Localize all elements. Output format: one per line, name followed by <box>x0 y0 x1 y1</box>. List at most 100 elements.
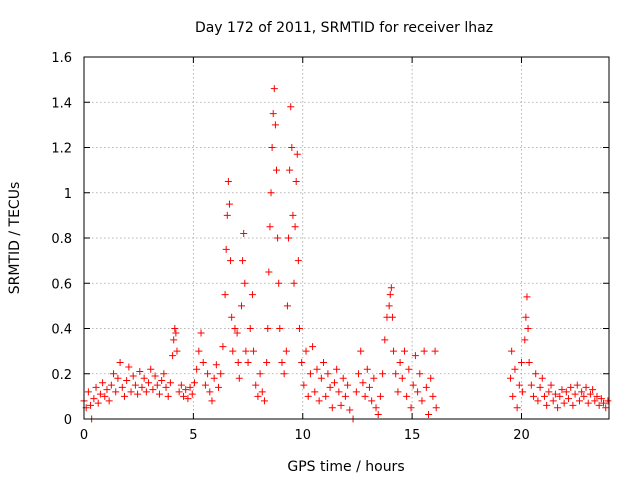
data-point <box>398 374 406 382</box>
data-point <box>252 381 260 389</box>
data-point <box>302 347 310 355</box>
data-point <box>558 386 566 394</box>
data-point <box>271 121 279 129</box>
data-point <box>578 388 586 396</box>
data-point <box>313 365 321 373</box>
data-point <box>110 370 118 378</box>
data-point <box>177 381 185 389</box>
data-point <box>276 325 284 332</box>
data-point <box>239 257 247 265</box>
data-point <box>210 374 218 382</box>
data-point <box>335 388 343 396</box>
data-point <box>519 388 527 396</box>
data-point <box>224 177 232 185</box>
data-point <box>521 336 529 344</box>
data-point <box>392 370 400 378</box>
data-point <box>309 343 317 351</box>
data-point <box>295 325 303 332</box>
data-point <box>513 404 521 412</box>
data-point <box>363 365 371 373</box>
data-point <box>536 383 544 391</box>
data-point <box>217 370 225 378</box>
data-point <box>547 381 555 389</box>
data-point <box>87 401 95 409</box>
x-tick-label: 15 <box>404 428 421 443</box>
data-point <box>591 397 599 405</box>
data-point <box>266 223 274 231</box>
data-point <box>92 383 100 391</box>
data-point <box>208 397 216 405</box>
data-point <box>269 110 277 118</box>
data-point <box>105 397 113 405</box>
data-point <box>287 103 295 111</box>
y-tick-label: 1.4 <box>51 96 72 111</box>
plot-frame <box>83 56 610 420</box>
data-point <box>149 386 157 394</box>
data-point <box>282 347 290 355</box>
y-tick-label: 1.2 <box>51 142 72 157</box>
data-point <box>586 390 594 398</box>
data-point <box>280 370 288 378</box>
data-point <box>238 302 245 310</box>
data-point <box>322 392 330 400</box>
data-point <box>584 399 592 407</box>
data-point <box>511 365 519 373</box>
data-point <box>571 390 579 398</box>
data-point <box>101 392 109 400</box>
data-point <box>288 144 296 151</box>
data-point <box>244 358 252 366</box>
data-point <box>184 395 192 403</box>
data-point <box>580 392 588 400</box>
data-point <box>206 388 214 396</box>
data-point <box>432 404 440 412</box>
data-point <box>341 392 349 400</box>
data-point <box>222 245 230 253</box>
data-point <box>575 397 583 405</box>
data-point <box>388 313 396 321</box>
data-point <box>90 395 98 403</box>
data-point <box>372 404 380 412</box>
data-point <box>175 388 183 396</box>
data-point <box>390 347 398 355</box>
data-point <box>525 358 533 366</box>
data-point <box>416 370 424 378</box>
data-point <box>199 358 207 366</box>
data-point <box>522 313 530 321</box>
data-point <box>197 329 205 337</box>
data-point <box>127 388 135 396</box>
data-point <box>140 374 148 382</box>
data-point <box>291 223 299 231</box>
data-point <box>422 383 430 391</box>
data-point <box>151 372 159 380</box>
y-tick-label: 0.2 <box>51 368 72 383</box>
data-point <box>604 397 612 405</box>
data-point <box>173 347 181 355</box>
data-point <box>556 392 564 400</box>
data-point <box>129 372 137 380</box>
data-point <box>256 370 264 378</box>
data-point <box>569 401 577 409</box>
data-point <box>125 363 133 371</box>
data-point <box>524 325 532 332</box>
data-point <box>278 358 286 366</box>
data-point <box>523 293 531 301</box>
data-point <box>190 379 198 387</box>
data-point <box>241 279 249 287</box>
data-point <box>320 358 328 366</box>
data-point <box>107 381 115 389</box>
y-tick-label: 1.6 <box>51 51 72 66</box>
data-point <box>134 390 142 398</box>
data-point <box>357 347 365 355</box>
data-point <box>304 392 312 400</box>
data-point <box>171 325 179 332</box>
y-tick-label: 1 <box>64 187 72 202</box>
data-point <box>294 257 302 265</box>
data-point <box>160 370 168 378</box>
data-points <box>80 85 612 423</box>
data-point <box>560 399 568 407</box>
data-point <box>263 358 271 366</box>
data-point <box>339 374 347 382</box>
data-point <box>385 302 393 310</box>
data-point <box>515 381 523 389</box>
data-point <box>381 336 389 344</box>
